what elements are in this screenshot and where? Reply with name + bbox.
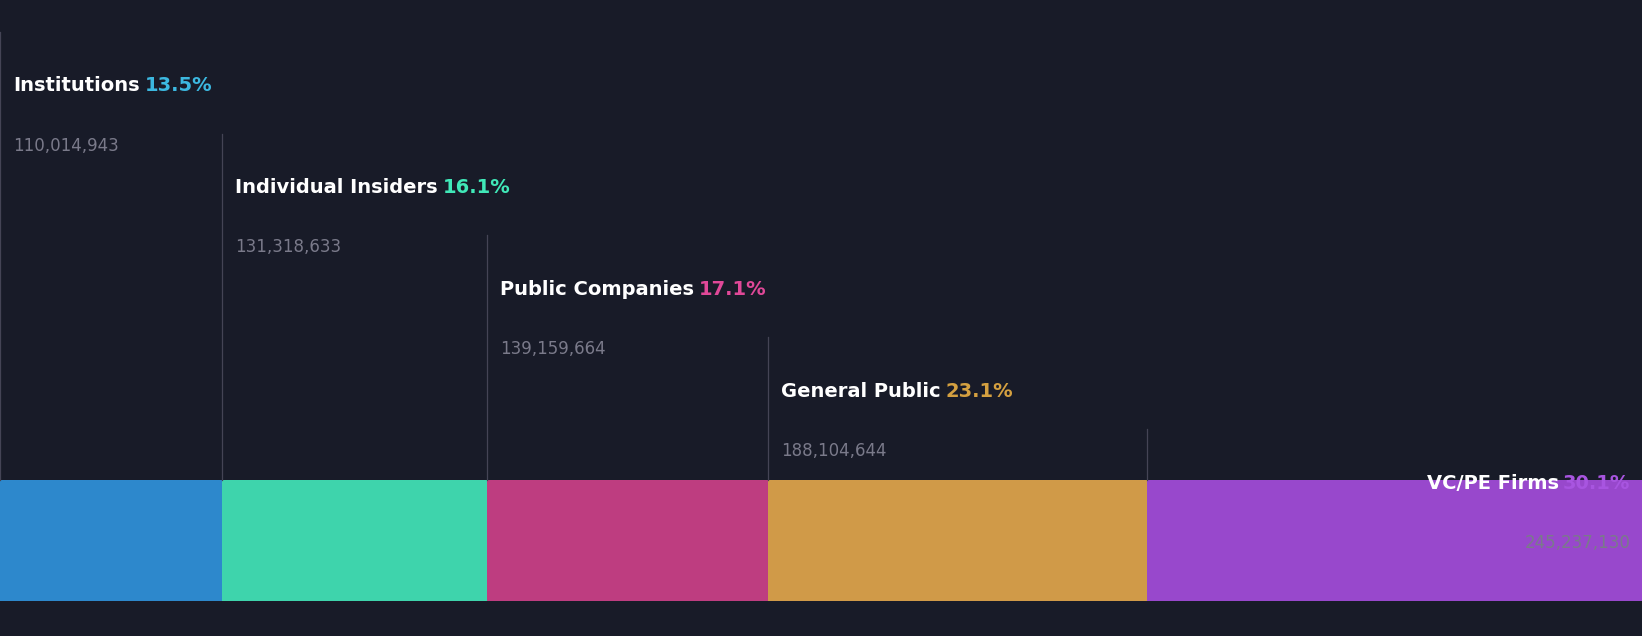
Text: 139,159,664: 139,159,664 bbox=[499, 340, 606, 358]
Text: Institutions: Institutions bbox=[13, 76, 140, 95]
Text: 131,318,633: 131,318,633 bbox=[235, 238, 342, 256]
Text: 30.1%: 30.1% bbox=[1563, 474, 1631, 493]
Text: 245,237,130: 245,237,130 bbox=[1525, 534, 1631, 552]
Text: Public Companies: Public Companies bbox=[499, 280, 693, 299]
Text: 16.1%: 16.1% bbox=[443, 178, 511, 197]
Text: General Public: General Public bbox=[780, 382, 941, 401]
Bar bbox=[222, 480, 486, 601]
Text: 13.5%: 13.5% bbox=[144, 76, 212, 95]
Text: VC/PE Firms: VC/PE Firms bbox=[1427, 474, 1560, 493]
Text: 17.1%: 17.1% bbox=[698, 280, 767, 299]
Bar bbox=[1148, 480, 1642, 601]
Text: 110,014,943: 110,014,943 bbox=[13, 137, 118, 155]
Text: Individual Insiders: Individual Insiders bbox=[235, 178, 438, 197]
Bar bbox=[767, 480, 1148, 601]
Bar bbox=[0, 480, 222, 601]
Text: 188,104,644: 188,104,644 bbox=[780, 442, 887, 460]
Text: 23.1%: 23.1% bbox=[946, 382, 1013, 401]
Bar bbox=[486, 480, 767, 601]
